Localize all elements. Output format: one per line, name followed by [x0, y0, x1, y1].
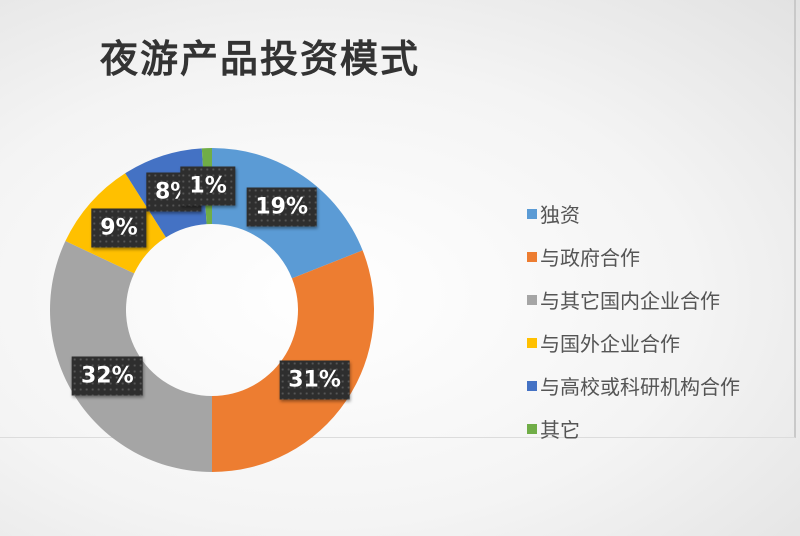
legend-label: 与高校或科研机构合作 [540, 375, 740, 399]
legend-label: 与国外企业合作 [540, 332, 680, 356]
legend: 独资与政府合作与其它国内企业合作 与国外企业合作与高校或科研机构合作 其它 [527, 192, 740, 450]
legend-swatch [527, 423, 537, 434]
chart-title: 夜游产品投资模式 [99, 37, 420, 81]
legend-swatch [527, 294, 537, 305]
data-label: 32% [71, 356, 143, 396]
legend-item: 其它 [527, 407, 740, 450]
legend-label: 与其它国内企业合作 [540, 289, 720, 313]
data-label: 19% [246, 187, 318, 227]
donut-slice [49, 241, 213, 472]
legend-swatch [527, 337, 537, 348]
data-label: 31% [279, 360, 350, 400]
legend-item: 独资 [527, 192, 740, 235]
legend-swatch [527, 251, 537, 262]
legend-swatch [527, 380, 537, 391]
legend-item: 与其它国内企业合作 [527, 278, 740, 321]
data-label: 1% [180, 166, 236, 206]
legend-label: 与政府合作 [540, 246, 640, 270]
legend-item: 与国外企业合作 [527, 321, 740, 364]
legend-item: 与政府合作 [527, 235, 740, 278]
legend-label: 其它 [540, 418, 580, 442]
data-label: 9% [91, 208, 147, 248]
legend-swatch [527, 208, 537, 219]
legend-label: 独资 [540, 203, 580, 227]
legend-item: 与高校或科研机构合作 [527, 364, 740, 407]
